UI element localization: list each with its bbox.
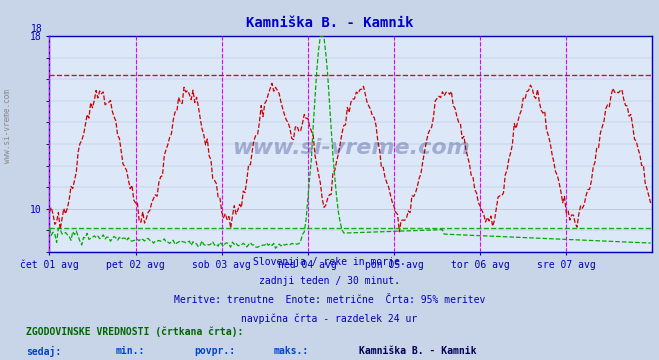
Text: Meritve: trenutne  Enote: metrične  Črta: 95% meritev: Meritve: trenutne Enote: metrične Črta: …	[174, 295, 485, 305]
Text: zadnji teden / 30 minut.: zadnji teden / 30 minut.	[259, 276, 400, 286]
Text: ZGODOVINSKE VREDNOSTI (črtkana črta):: ZGODOVINSKE VREDNOSTI (črtkana črta):	[26, 327, 244, 337]
Text: www.si-vreme.com: www.si-vreme.com	[232, 138, 470, 158]
Text: maks.:: maks.:	[273, 346, 308, 356]
Text: Slovenija / reke in morje.: Slovenija / reke in morje.	[253, 257, 406, 267]
Text: min.:: min.:	[115, 346, 145, 356]
Text: navpična črta - razdelek 24 ur: navpična črta - razdelek 24 ur	[241, 314, 418, 324]
Text: www.si-vreme.com: www.si-vreme.com	[3, 89, 13, 163]
Text: povpr.:: povpr.:	[194, 346, 235, 356]
Text: Kamniška B. - Kamnik: Kamniška B. - Kamnik	[359, 346, 476, 356]
Text: 18: 18	[30, 24, 42, 34]
Text: sedaj:: sedaj:	[26, 346, 61, 357]
Text: Kamniška B. - Kamnik: Kamniška B. - Kamnik	[246, 16, 413, 30]
